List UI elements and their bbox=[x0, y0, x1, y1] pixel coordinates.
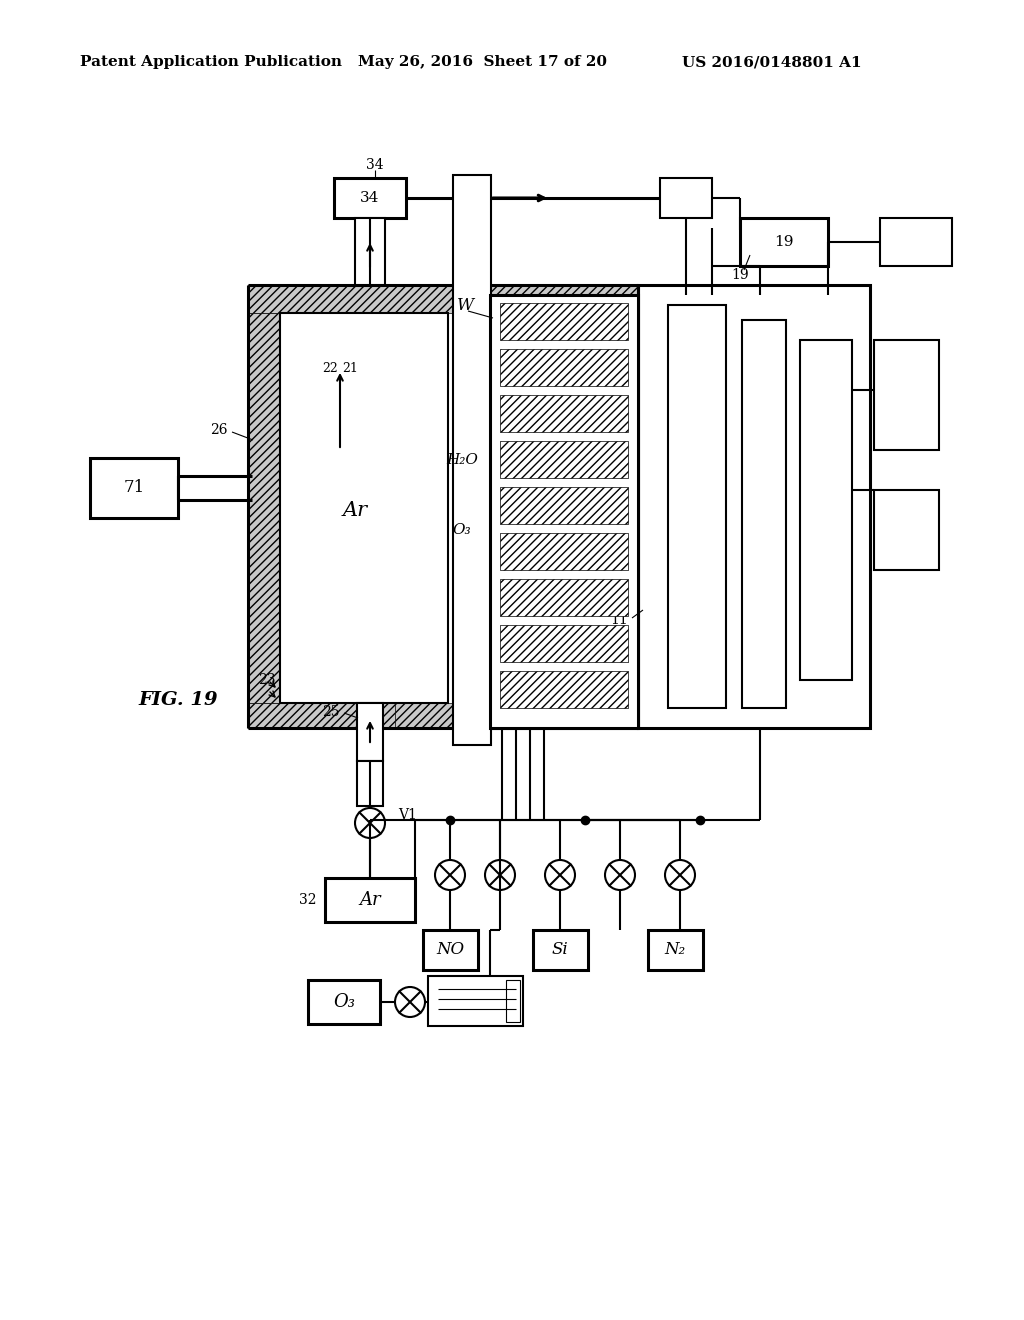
Bar bbox=[355, 218, 385, 285]
Text: FIG. 19: FIG. 19 bbox=[138, 690, 218, 709]
Text: Ar: Ar bbox=[342, 500, 368, 520]
Bar bbox=[395, 704, 638, 729]
Bar bbox=[248, 704, 449, 729]
Text: 19: 19 bbox=[774, 235, 794, 249]
Text: 34: 34 bbox=[367, 158, 384, 172]
Text: Patent Application Publication: Patent Application Publication bbox=[80, 55, 342, 69]
Bar bbox=[453, 176, 490, 744]
Bar bbox=[90, 458, 178, 517]
Bar bbox=[500, 348, 628, 385]
Text: 26: 26 bbox=[211, 422, 228, 437]
Bar bbox=[500, 395, 628, 432]
Bar bbox=[500, 624, 628, 663]
Text: 11: 11 bbox=[610, 612, 628, 627]
Bar bbox=[423, 931, 478, 970]
Text: W: W bbox=[457, 297, 473, 314]
Text: H₂O: H₂O bbox=[446, 453, 478, 467]
Bar bbox=[880, 218, 952, 267]
Bar bbox=[500, 441, 628, 478]
Text: 32: 32 bbox=[299, 894, 316, 907]
Bar bbox=[740, 218, 828, 267]
Bar bbox=[874, 341, 939, 450]
Text: 71: 71 bbox=[123, 479, 144, 496]
Text: Si: Si bbox=[552, 941, 568, 958]
Bar bbox=[506, 979, 520, 1022]
Bar bbox=[248, 313, 280, 704]
Bar bbox=[874, 490, 939, 570]
Bar bbox=[648, 931, 703, 970]
Text: 21: 21 bbox=[342, 362, 358, 375]
Bar bbox=[248, 285, 638, 313]
Bar bbox=[500, 671, 628, 708]
Text: 25: 25 bbox=[323, 705, 340, 719]
Bar bbox=[334, 178, 406, 218]
Bar bbox=[800, 341, 852, 680]
Bar bbox=[357, 704, 383, 762]
Bar bbox=[500, 579, 628, 616]
Bar bbox=[638, 285, 870, 729]
Text: 22: 22 bbox=[323, 362, 338, 375]
Bar bbox=[325, 878, 415, 921]
Bar bbox=[500, 533, 628, 570]
Text: Ar: Ar bbox=[359, 891, 381, 909]
Bar bbox=[280, 313, 449, 704]
Bar bbox=[660, 178, 712, 218]
Bar bbox=[742, 319, 786, 708]
Text: May 26, 2016  Sheet 17 of 20: May 26, 2016 Sheet 17 of 20 bbox=[358, 55, 607, 69]
Text: 34: 34 bbox=[360, 191, 380, 205]
Text: N₂: N₂ bbox=[665, 941, 685, 958]
Text: 19: 19 bbox=[731, 268, 749, 282]
Text: O₃: O₃ bbox=[333, 993, 355, 1011]
Text: V1: V1 bbox=[398, 808, 417, 822]
Bar bbox=[500, 487, 628, 524]
Bar bbox=[357, 762, 383, 807]
Text: O₃: O₃ bbox=[453, 523, 471, 537]
Bar bbox=[500, 304, 628, 341]
Bar bbox=[490, 294, 638, 729]
Text: 23: 23 bbox=[258, 673, 275, 686]
Bar bbox=[308, 979, 380, 1024]
Bar bbox=[428, 975, 523, 1026]
Bar bbox=[668, 305, 726, 708]
Bar bbox=[534, 931, 588, 970]
Text: US 2016/0148801 A1: US 2016/0148801 A1 bbox=[682, 55, 861, 69]
Text: NO: NO bbox=[436, 941, 464, 958]
